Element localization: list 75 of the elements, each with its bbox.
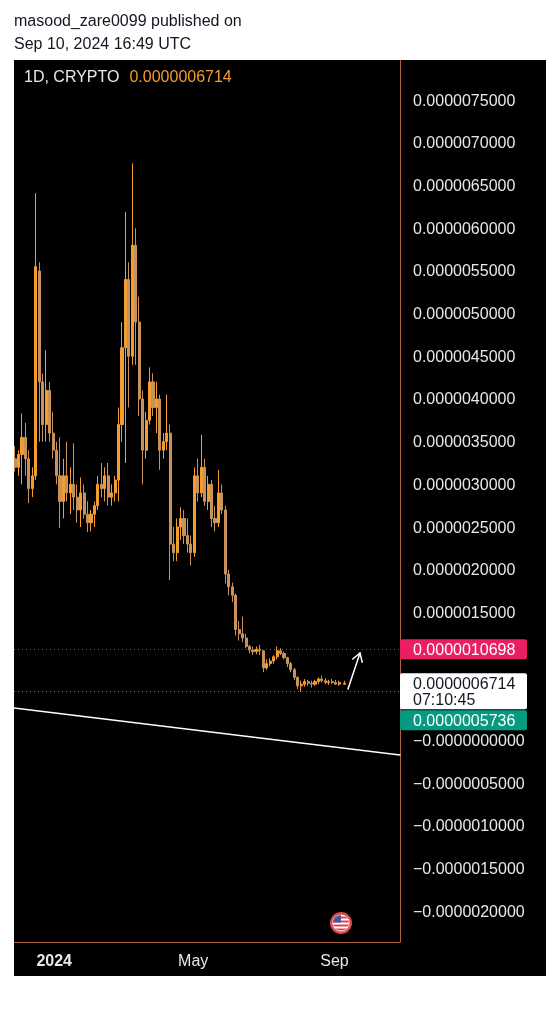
candlestick — [155, 381, 158, 434]
y-tick-label: −0.0000020000 — [413, 902, 525, 920]
candlestick — [327, 679, 330, 686]
y-tick-label: 0.0000045000 — [413, 347, 516, 365]
candlestick — [124, 211, 127, 464]
y-tick-label: 0.0000025000 — [413, 518, 516, 536]
candlestick — [276, 646, 279, 660]
y-tick-label: 0.0000065000 — [413, 177, 516, 195]
candlestick — [69, 466, 72, 515]
candlestick — [196, 458, 199, 502]
candlestick — [251, 646, 255, 656]
candlestick — [300, 680, 303, 693]
candlestick — [45, 349, 48, 443]
x-tick-label: May — [178, 951, 209, 969]
y-tick-label: −0.0000010000 — [413, 817, 525, 835]
y-tick-label: 0.0000075000 — [413, 91, 516, 109]
candlestick — [317, 676, 320, 685]
candlestick — [217, 469, 220, 528]
candlestick — [103, 466, 106, 502]
y-tick-label: 0.0000035000 — [413, 433, 516, 451]
candlestick — [331, 678, 334, 685]
candlestick — [310, 680, 313, 689]
candlestick — [65, 441, 68, 502]
candlestick — [338, 680, 341, 687]
y-tick-label: −0.0000005000 — [413, 774, 525, 792]
candlestick — [100, 462, 103, 498]
candlestick — [255, 646, 258, 655]
candlestick — [303, 678, 306, 688]
candlestick — [203, 458, 206, 507]
candlestick — [14, 445, 17, 473]
candlestick — [38, 261, 41, 443]
text: 0.0000006714 — [129, 68, 232, 85]
candlestick — [320, 675, 323, 683]
text: masood_zare0099 published on Sep 10, 2024 16:49 UTC — [14, 11, 243, 54]
candlestick — [151, 372, 155, 417]
text: 1D, CRYPTO — [24, 68, 120, 85]
candlestick — [200, 434, 203, 498]
candlestick — [79, 477, 82, 528]
candlestick — [62, 458, 65, 519]
text: 07:10:45 — [413, 690, 476, 708]
candlestick — [107, 462, 110, 507]
y-tick-label: −0.0000000000 — [413, 732, 525, 749]
candlestick — [334, 679, 337, 686]
candlestick — [286, 656, 289, 668]
y-tick-label: 0.0000040000 — [413, 390, 516, 408]
candlestick — [279, 647, 282, 656]
candlestick — [158, 394, 161, 471]
y-tick-label: 0.0000050000 — [413, 305, 516, 323]
candlestick — [169, 424, 172, 581]
candlestick — [20, 412, 24, 485]
candlestick — [262, 649, 265, 673]
x-tick-label: 2024 — [36, 951, 73, 969]
candlestick — [269, 658, 272, 667]
y-tick-label: −0.0000015000 — [413, 860, 525, 878]
candlestick — [58, 436, 62, 529]
y-tick-label: 0.0000030000 — [413, 475, 516, 493]
candlestick — [207, 475, 210, 511]
candlestick — [210, 479, 213, 528]
candlestick — [307, 679, 310, 687]
candlestick — [313, 679, 317, 687]
candlestick — [131, 162, 134, 366]
candlestick — [324, 677, 327, 685]
y-tick-label: 0.0000015000 — [413, 603, 516, 621]
y-tick-label: 0.0000055000 — [413, 262, 516, 280]
y-tick-label: 0.0000020000 — [413, 561, 516, 579]
ref-line-label: 0.0000010698 — [413, 640, 516, 658]
candlestick — [127, 261, 130, 409]
x-tick-label: Sep — [320, 951, 349, 969]
ref-line-label: 0.0000005736 — [413, 711, 516, 729]
candlestick — [343, 680, 346, 686]
y-tick-label: 0.0000060000 — [413, 219, 516, 237]
candlestick — [265, 658, 268, 671]
candlestick — [193, 466, 196, 558]
text: 0.0000006714 — [413, 674, 516, 692]
y-tick-label: 0.0000070000 — [413, 134, 516, 152]
